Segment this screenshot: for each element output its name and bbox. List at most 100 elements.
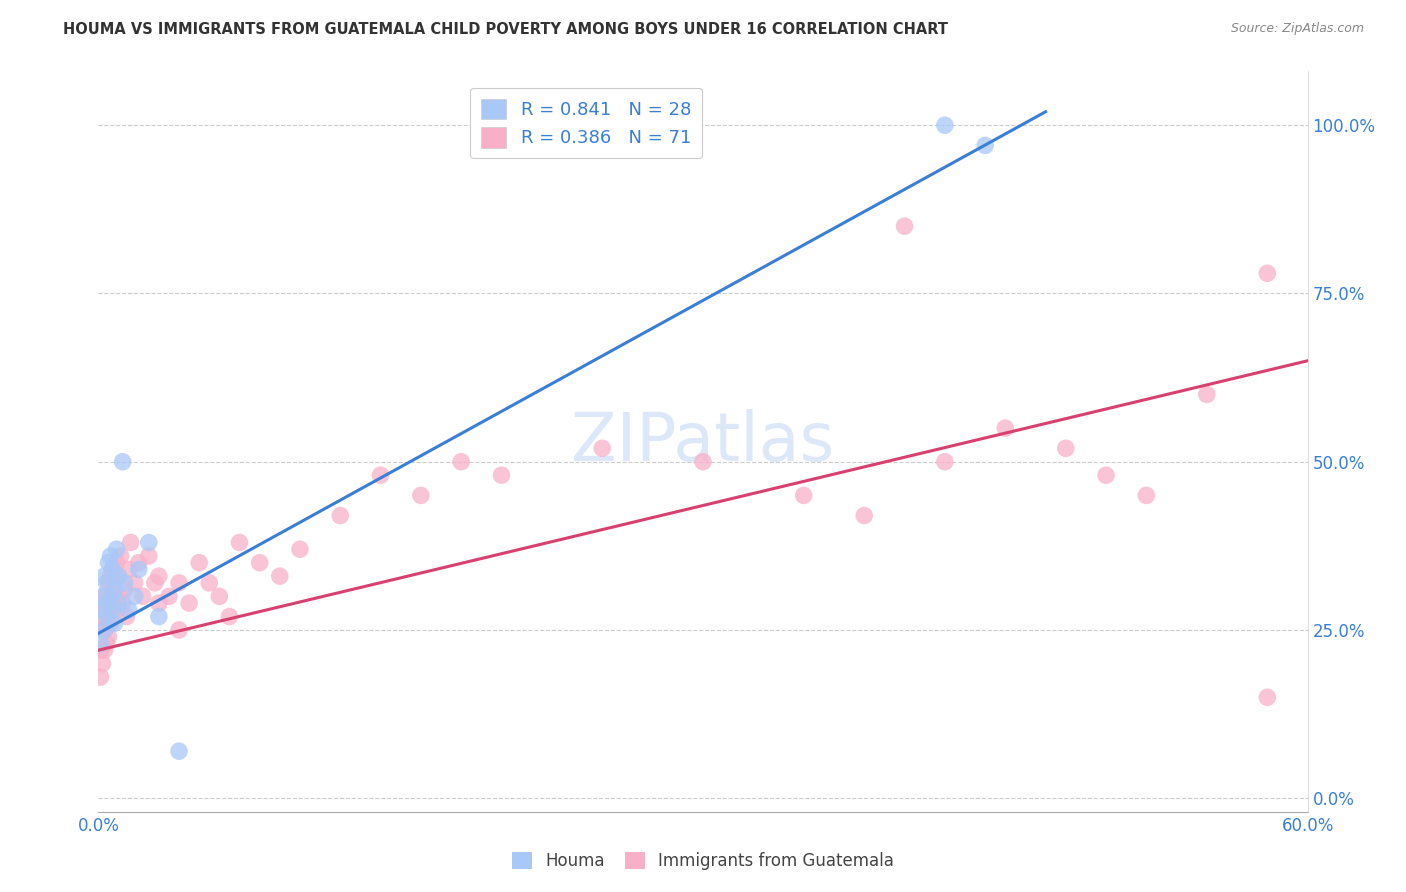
Point xyxy=(91,623,114,637)
Point xyxy=(101,562,124,576)
Point xyxy=(91,609,114,624)
Point xyxy=(114,575,136,590)
Point xyxy=(100,590,122,604)
Point xyxy=(97,596,120,610)
Point xyxy=(793,488,815,502)
Point xyxy=(249,556,271,570)
Point xyxy=(97,575,120,590)
Point xyxy=(132,590,155,604)
Point xyxy=(93,623,115,637)
Point xyxy=(994,421,1017,435)
Point xyxy=(114,582,136,597)
Point xyxy=(1095,468,1118,483)
Point xyxy=(118,603,141,617)
Point xyxy=(1135,488,1157,502)
Point xyxy=(269,569,291,583)
Point xyxy=(167,575,190,590)
Point xyxy=(89,636,111,650)
Text: HOUMA VS IMMIGRANTS FROM GUATEMALA CHILD POVERTY AMONG BOYS UNDER 16 CORRELATION: HOUMA VS IMMIGRANTS FROM GUATEMALA CHILD… xyxy=(63,22,948,37)
Point xyxy=(96,590,118,604)
Point xyxy=(97,609,120,624)
Point xyxy=(100,569,122,583)
Point xyxy=(101,603,124,617)
Point xyxy=(101,603,124,617)
Point xyxy=(103,616,125,631)
Point xyxy=(89,643,111,657)
Point xyxy=(179,596,201,610)
Point xyxy=(148,609,170,624)
Point xyxy=(974,138,997,153)
Point xyxy=(101,582,124,597)
Point xyxy=(1256,690,1278,705)
Text: Source: ZipAtlas.com: Source: ZipAtlas.com xyxy=(1230,22,1364,36)
Point xyxy=(167,623,190,637)
Point xyxy=(198,575,221,590)
Point xyxy=(491,468,513,483)
Point xyxy=(103,582,125,597)
Point xyxy=(120,535,142,549)
Point xyxy=(1256,266,1278,280)
Point xyxy=(138,535,160,549)
Point xyxy=(409,488,432,502)
Point xyxy=(124,590,146,604)
Point xyxy=(96,636,118,650)
Point xyxy=(148,569,170,583)
Point xyxy=(450,455,472,469)
Point xyxy=(138,549,160,563)
Point xyxy=(128,556,150,570)
Point xyxy=(100,596,122,610)
Point xyxy=(218,609,240,624)
Point xyxy=(111,455,134,469)
Point xyxy=(103,596,125,610)
Point xyxy=(111,596,134,610)
Point xyxy=(934,455,956,469)
Point xyxy=(100,616,122,631)
Legend: R = 0.841   N = 28, R = 0.386   N = 71: R = 0.841 N = 28, R = 0.386 N = 71 xyxy=(470,87,702,159)
Point xyxy=(93,603,115,617)
Point xyxy=(188,556,211,570)
Point xyxy=(157,590,180,604)
Point xyxy=(91,590,114,604)
Point xyxy=(103,569,125,583)
Point xyxy=(93,569,115,583)
Point xyxy=(96,616,118,631)
Point xyxy=(208,590,231,604)
Point xyxy=(288,542,311,557)
Point xyxy=(329,508,352,523)
Point xyxy=(692,455,714,469)
Point xyxy=(105,542,128,557)
Point xyxy=(89,670,111,684)
Point xyxy=(107,569,129,583)
Point xyxy=(128,562,150,576)
Point xyxy=(1195,387,1218,401)
Point xyxy=(93,590,115,604)
Point xyxy=(124,575,146,590)
Point xyxy=(107,596,129,610)
Point xyxy=(96,603,118,617)
Point xyxy=(591,442,613,456)
Point xyxy=(228,535,250,549)
Point xyxy=(853,508,876,523)
Point xyxy=(143,575,166,590)
Point xyxy=(110,549,132,563)
Point xyxy=(91,657,114,671)
Point xyxy=(96,609,118,624)
Point xyxy=(893,219,915,234)
Text: ZIPatlas: ZIPatlas xyxy=(571,409,835,475)
Point xyxy=(101,562,124,576)
Point xyxy=(97,556,120,570)
Point xyxy=(97,630,120,644)
Point xyxy=(105,603,128,617)
Point xyxy=(105,556,128,570)
Point xyxy=(93,623,115,637)
Point xyxy=(107,590,129,604)
Point xyxy=(93,643,115,657)
Point xyxy=(370,468,392,483)
Point xyxy=(115,609,138,624)
Legend: Houma, Immigrants from Guatemala: Houma, Immigrants from Guatemala xyxy=(505,845,901,877)
Point xyxy=(148,596,170,610)
Point xyxy=(96,575,118,590)
Point xyxy=(167,744,190,758)
Point xyxy=(1054,442,1077,456)
Point xyxy=(118,562,141,576)
